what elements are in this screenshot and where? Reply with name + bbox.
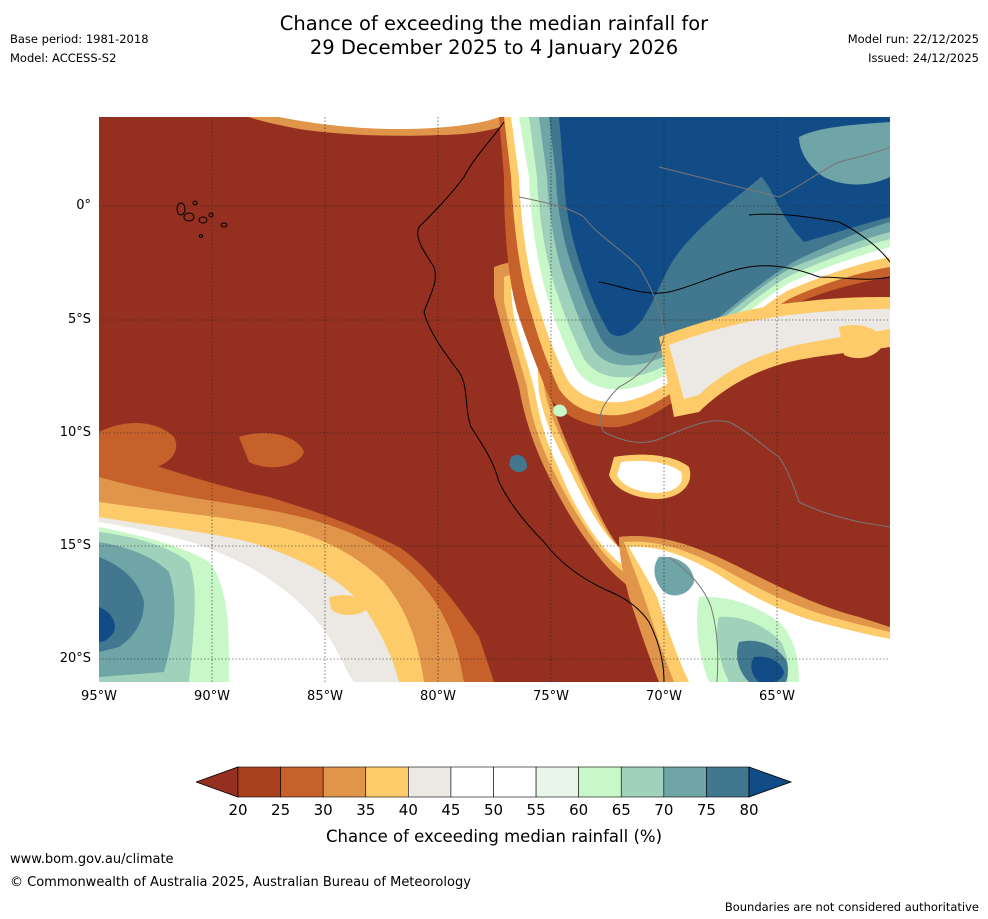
colorbar-tick-75: 75 [696, 801, 716, 819]
colorbar-cell-20-25 [237, 766, 281, 798]
rainfall-map [99, 117, 890, 682]
bolivia-band-50 [617, 460, 682, 493]
colorbar-cell-25-30 [280, 766, 324, 798]
lon-label-90w: 90°W [194, 689, 230, 704]
model-label: Model: ACCESS-S2 [10, 51, 117, 65]
lon-label-95w: 95°W [81, 689, 117, 704]
colorbar-tick-70: 70 [654, 801, 674, 819]
colorbar-cell-30-35 [322, 766, 367, 798]
ocean-patch-25-b [239, 432, 304, 468]
colorbar-tick-65: 65 [611, 801, 631, 819]
lat-label-10s: 10°S [59, 425, 91, 440]
amazon-patch-70-ne [799, 122, 890, 185]
issued-label: Issued: 24/12/2025 [868, 51, 979, 65]
north-coast-band-50 [279, 117, 499, 129]
lon-label-65w: 65°W [759, 689, 795, 704]
colorbar-tick-25: 25 [271, 801, 291, 819]
colorbar-cell-75-80 [706, 766, 750, 798]
colorbar-cell-55-60 [535, 766, 579, 798]
colorbar-cell-50-55 [493, 766, 537, 798]
lat-label-0: 0° [76, 198, 91, 213]
colorbar-tick-30: 30 [313, 801, 333, 819]
east-patch-35 [839, 325, 884, 359]
boundaries-disclaimer: Boundaries are not considered authoritat… [724, 900, 979, 914]
base-period-label: Base period: 1981-2018 [10, 32, 149, 46]
colorbar-tick-80: 80 [739, 801, 759, 819]
north-river-line [748, 213, 890, 263]
pacific-coastline [417, 121, 665, 682]
altiplano-band-80 [751, 656, 784, 682]
colorbar-tick-50: 50 [483, 801, 504, 819]
amazon-band-80 [559, 117, 799, 337]
colorbar-tick-55: 55 [526, 801, 546, 819]
colorbar-cells [237, 766, 750, 798]
lat-label-5s: 5°S [67, 312, 91, 327]
colorbar-tick-20: 20 [228, 801, 248, 819]
country-borders [518, 196, 890, 528]
lon-label-75w: 75°W [533, 689, 569, 704]
colorbar-cell-40-45 [408, 766, 452, 798]
colorbar-tick-40: 40 [398, 801, 418, 819]
lon-label-80w: 80°W [420, 689, 456, 704]
ocean-patch-35 [329, 595, 367, 615]
colorbar-tick-35: 35 [356, 801, 376, 819]
copyright-notice: © Commonwealth of Australia 2025, Austra… [10, 875, 471, 890]
country-borders-south [668, 556, 719, 682]
sw-band-80 [99, 607, 115, 642]
east-band-40 [669, 309, 890, 399]
colorbar-tick-labels: 20 25 30 35 40 45 50 55 60 65 70 75 80 [0, 801, 988, 821]
colorbar-cell-45-50 [450, 766, 494, 798]
lon-label-85w: 85°W [307, 689, 343, 704]
colorbar-cell-65-70 [620, 766, 665, 798]
colorbar-cell-60-65 [578, 766, 622, 798]
lat-label-20s: 20°S [59, 651, 91, 666]
colorbar-label: Chance of exceeding median rainfall (%) [325, 827, 663, 846]
lon-label-70w: 70°W [646, 689, 682, 704]
model-run-label: Model run: 22/12/2025 [847, 32, 979, 46]
colorbar-tick-45: 45 [441, 801, 461, 819]
colorbar-tick-60: 60 [569, 801, 589, 819]
bom-url[interactable]: www.bom.gov.au/climate [10, 852, 174, 867]
country-borders-north [658, 146, 890, 198]
amazon-river-line [598, 265, 890, 294]
colorbar-cell-70-75 [663, 766, 707, 798]
colorbar-over-arrow [748, 766, 793, 798]
ocean-patch-25 [99, 422, 177, 472]
andes-patch-60 [553, 404, 567, 417]
colorbar [196, 766, 793, 798]
andes-patch-75 [509, 455, 527, 473]
lat-label-15s: 15°S [59, 538, 91, 553]
titicaca-band-70 [654, 556, 694, 596]
colorbar-under-arrow [196, 766, 239, 798]
map-title: Chance of exceeding the median rainfall … [0, 12, 988, 60]
title-line-2: 29 December 2025 to 4 January 2026 [309, 36, 679, 59]
galapagos-islands [176, 200, 228, 238]
colorbar-cell-35-40 [365, 766, 409, 798]
title-line-1: Chance of exceeding the median rainfall … [279, 12, 709, 35]
map-graticule [99, 117, 890, 682]
